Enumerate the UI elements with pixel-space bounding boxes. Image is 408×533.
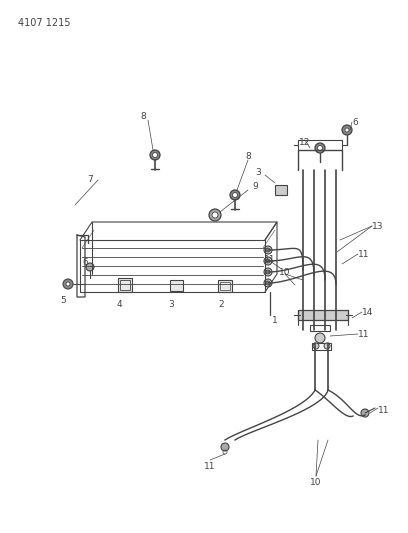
Circle shape: [221, 443, 229, 451]
Circle shape: [150, 150, 160, 160]
Circle shape: [264, 246, 272, 254]
Circle shape: [361, 409, 369, 417]
Circle shape: [233, 192, 237, 198]
Circle shape: [230, 190, 240, 200]
Text: 12: 12: [299, 138, 310, 147]
Circle shape: [266, 281, 270, 285]
Bar: [298, 310, 348, 320]
Text: 8: 8: [140, 112, 146, 121]
Text: 4107 1215: 4107 1215: [18, 18, 71, 28]
Text: 8: 8: [245, 152, 251, 161]
Bar: [275, 185, 287, 195]
Circle shape: [342, 125, 352, 135]
Circle shape: [212, 212, 218, 218]
Circle shape: [315, 333, 325, 343]
Circle shape: [63, 279, 73, 289]
Circle shape: [324, 343, 330, 349]
Bar: [120, 280, 130, 290]
Text: 14: 14: [362, 308, 373, 317]
Text: 6: 6: [352, 118, 358, 127]
Bar: [220, 282, 230, 290]
Text: 11: 11: [378, 406, 390, 415]
Text: 5: 5: [60, 296, 66, 305]
Text: 11: 11: [264, 255, 276, 264]
Text: 9: 9: [252, 182, 258, 191]
Text: 6: 6: [82, 258, 88, 267]
Circle shape: [345, 128, 349, 132]
Bar: [310, 325, 330, 331]
Text: 2: 2: [218, 300, 224, 309]
Circle shape: [66, 282, 70, 286]
Bar: [218, 280, 232, 292]
Circle shape: [209, 209, 221, 221]
Bar: [312, 343, 331, 350]
Text: 10: 10: [310, 478, 322, 487]
Text: 1: 1: [272, 316, 278, 325]
Circle shape: [153, 152, 157, 157]
Bar: [170, 280, 183, 291]
Circle shape: [313, 343, 319, 349]
Circle shape: [266, 259, 270, 263]
Circle shape: [264, 257, 272, 265]
Text: 3: 3: [255, 168, 261, 177]
Circle shape: [317, 146, 322, 150]
Circle shape: [264, 268, 272, 276]
Text: 13: 13: [372, 222, 384, 231]
Bar: [118, 278, 132, 292]
Text: 4: 4: [117, 300, 123, 309]
Text: 7: 7: [87, 175, 93, 184]
Circle shape: [266, 248, 270, 252]
Circle shape: [266, 270, 270, 274]
Circle shape: [86, 263, 94, 271]
Text: 11: 11: [358, 330, 370, 339]
Text: 11: 11: [204, 462, 216, 471]
Text: 10: 10: [279, 268, 291, 277]
Text: 11: 11: [358, 250, 370, 259]
Circle shape: [264, 279, 272, 287]
Text: 3: 3: [168, 300, 174, 309]
Circle shape: [315, 143, 325, 153]
